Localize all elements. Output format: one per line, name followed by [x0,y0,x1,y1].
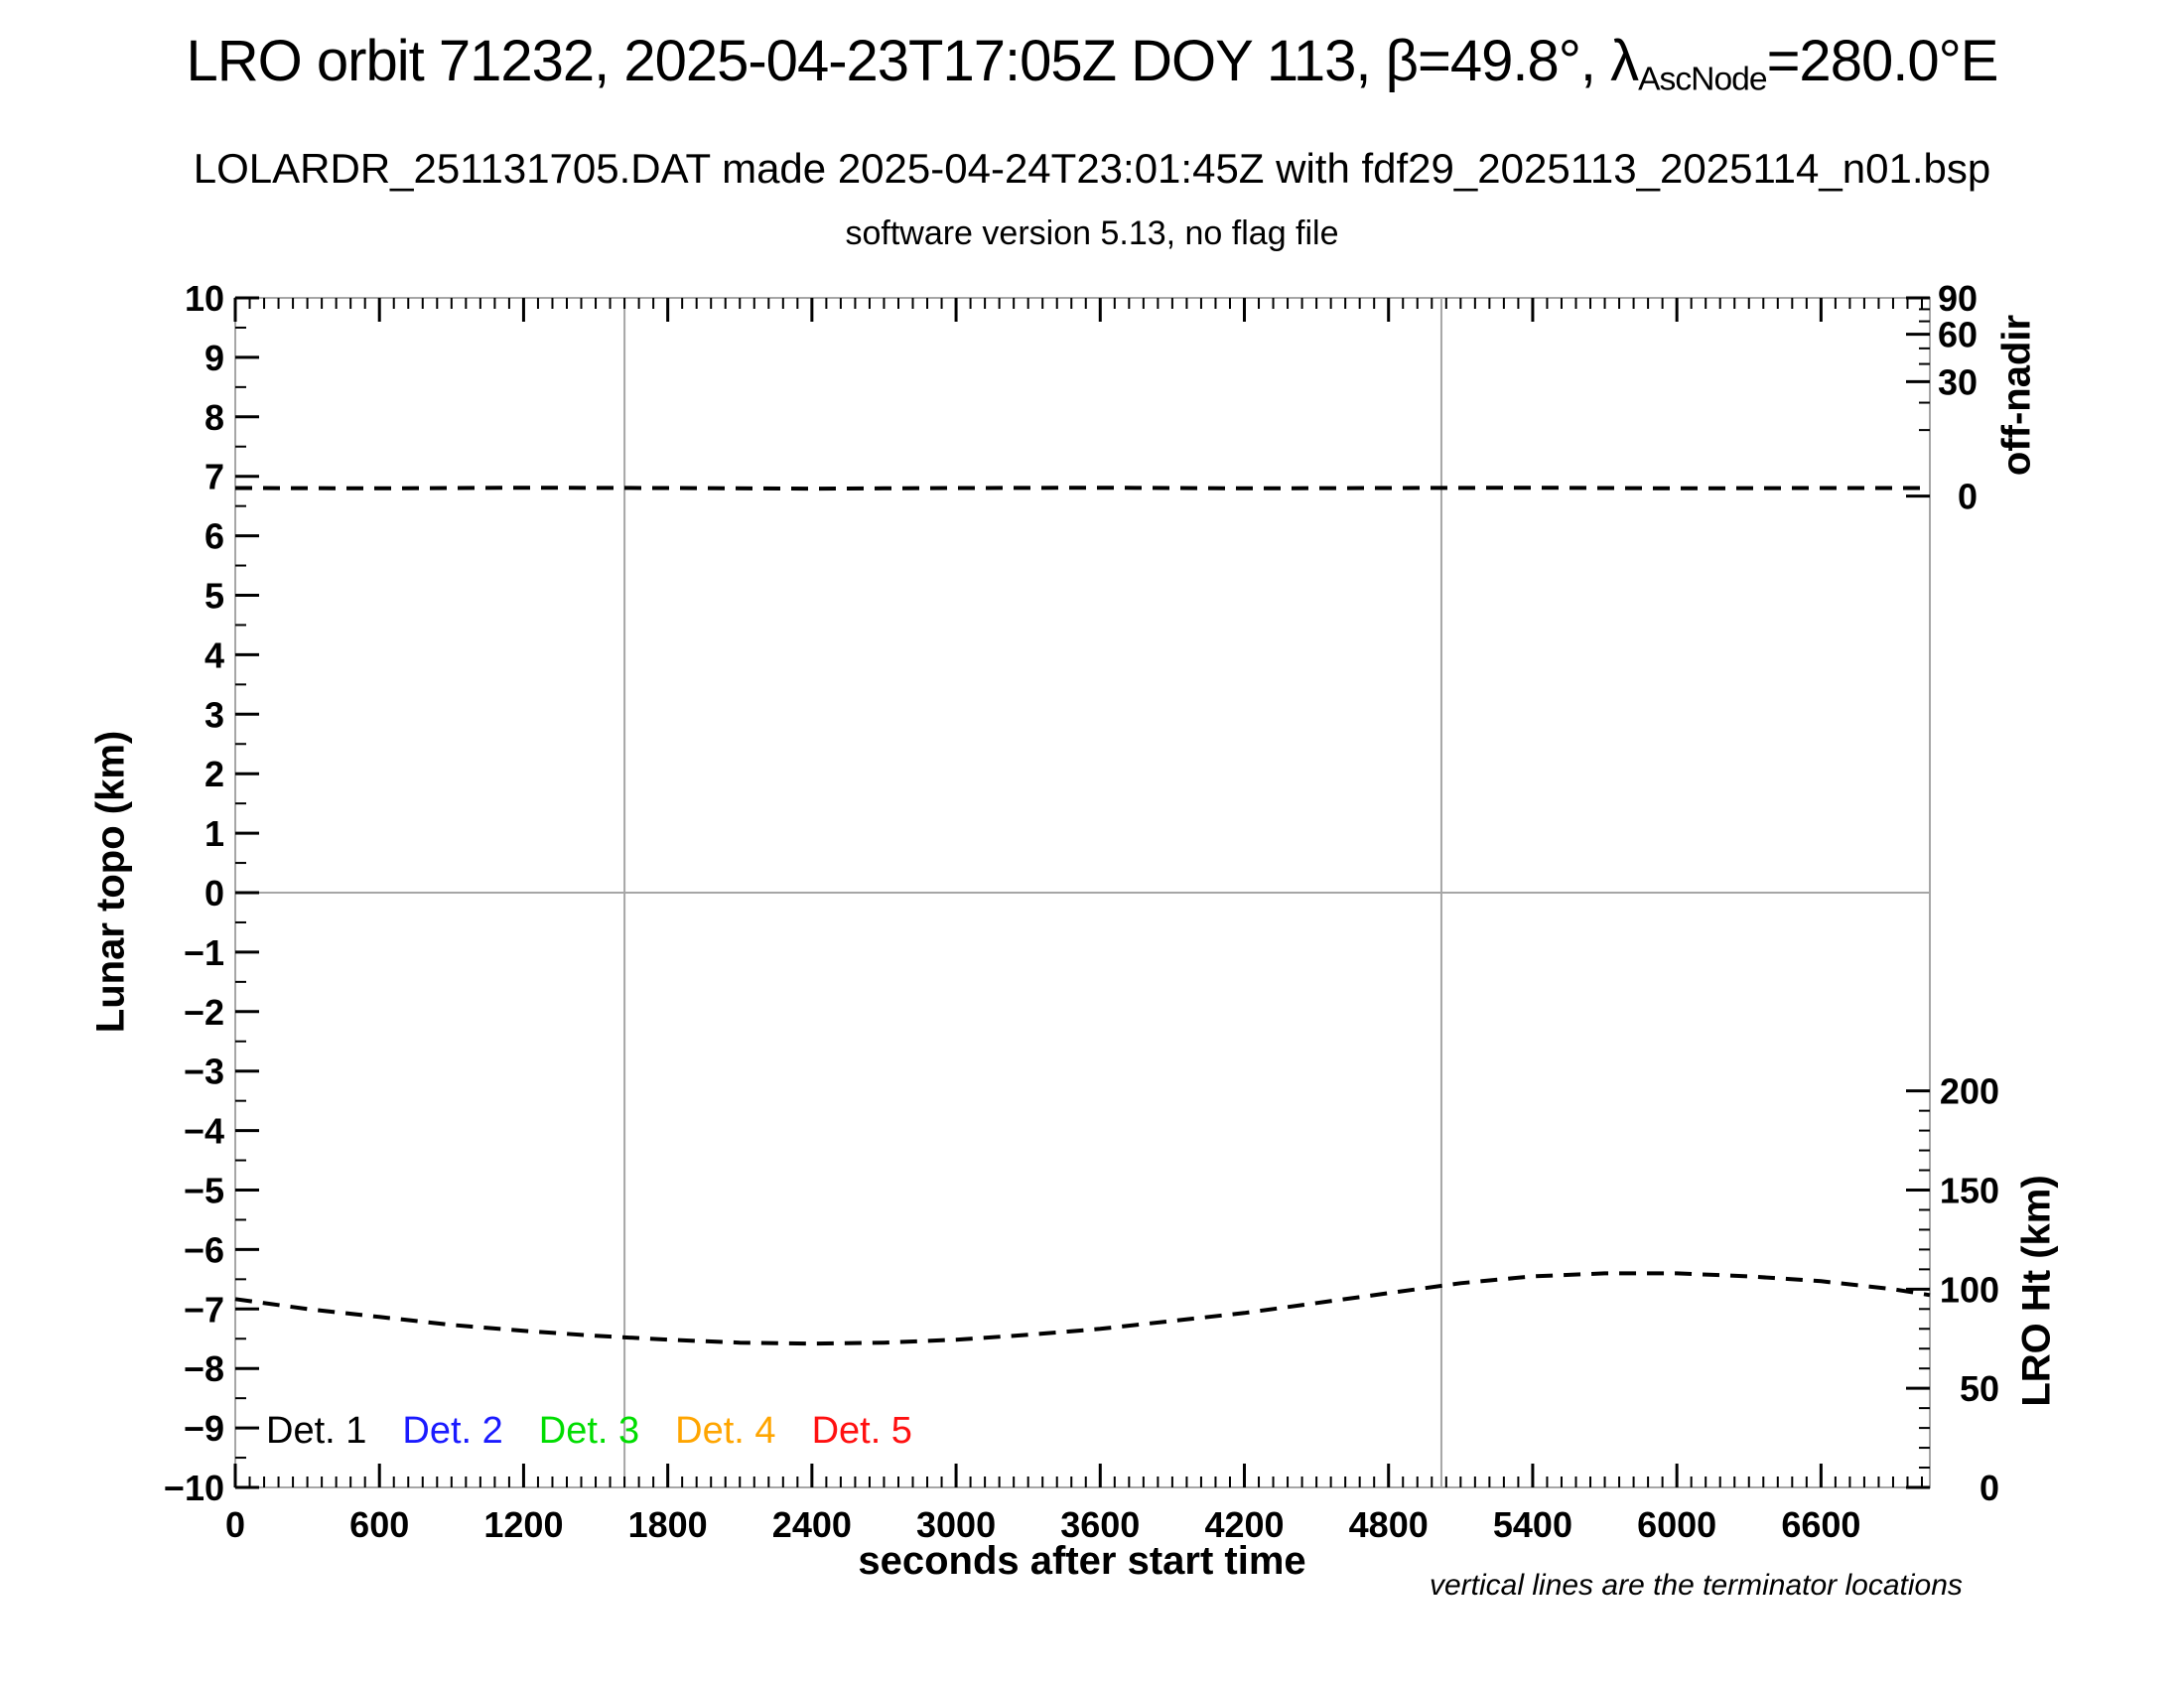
y-left-tick-label: −3 [184,1052,224,1092]
y-left-tick-label: 3 [205,694,224,735]
x-tick-label: 600 [349,1504,409,1545]
x-tick-label: 5400 [1493,1504,1572,1545]
off-nadir-tick-label: 90 [1938,278,1978,319]
lro-height-tick-label: 100 [1940,1269,1999,1310]
lro-height-tick-label: 0 [1979,1468,1999,1508]
x-tick-label: 6000 [1637,1504,1716,1545]
lro-height-tick-label: 150 [1940,1171,1999,1211]
y-left-tick-label: 5 [205,576,224,617]
y-axis-title-lro-height: LRO Ht (km) [2014,1175,2059,1407]
x-axis-title: seconds after start time [858,1539,1306,1583]
y-left-tick-label: 1 [205,813,224,854]
page-title: LRO orbit 71232, 2025-04-23T17:05Z DOY 1… [0,28,2184,98]
y-left-tick-label: −4 [184,1111,224,1152]
legend-det-1: Det. 1 [266,1410,367,1452]
title-main: LRO orbit 71232, 2025-04-23T17:05Z DOY 1… [186,29,1640,93]
legend-det-2: Det. 2 [402,1410,503,1452]
legend-det-5: Det. 5 [811,1410,912,1452]
y-left-tick-label: −9 [184,1408,224,1449]
lro-height-tick-label: 50 [1960,1368,1999,1409]
y-left-tick-label: 4 [205,634,224,675]
subtitle-filename: LOLARDR_251131705.DAT made 2025-04-24T23… [193,145,1991,192]
tick-labels: 0 600 1200 1800 2400 3000 3600 4200 4800 5400 6000… [164,278,1999,1545]
y-left-tick-label: 6 [205,516,224,557]
y-left-tick-label: −6 [184,1229,224,1270]
y-left-tick-label: 8 [205,397,224,438]
y-left-tick-label: 7 [205,457,224,497]
x-tick-label: 4200 [1204,1504,1284,1545]
series-offnadir-curve [234,486,1930,492]
subtitle-software-version: software version 5.13, no flag file [845,214,1339,252]
off-nadir-tick-label: 0 [1958,477,1978,517]
y-left-tick-label: −7 [184,1289,224,1330]
detector-legend: Det. 1 Det. 2 Det. 3 Det. 4 Det. 5 [266,1410,912,1453]
lro-height-tick-label: 200 [1940,1071,1999,1112]
y-left-tick-label: −10 [164,1468,224,1508]
x-tick-label: 6600 [1781,1504,1860,1545]
axis-ticks [233,296,1930,1489]
x-tick-label: 3600 [1060,1504,1140,1545]
legend-det-4: Det. 4 [675,1410,776,1452]
y-left-tick-label: −1 [184,932,224,973]
series-height-curve [234,1271,1931,1346]
y-left-tick-label: −5 [184,1171,224,1211]
y-left-tick-label: 2 [205,754,224,794]
x-tick-label: 3000 [916,1504,996,1545]
title-tail: =280.0°E [1766,29,1999,93]
legend-det-3: Det. 3 [538,1410,640,1452]
frame-and-gridlines [234,297,1931,1488]
y-left-tick-label: 10 [185,278,224,319]
y-axis-title-offnadir: off-nadir [1994,314,2039,477]
y-left-tick-label: 9 [205,338,224,378]
x-tick-label: 1200 [483,1504,563,1545]
x-tick-label: 1800 [628,1504,708,1545]
x-tick-label: 0 [225,1504,245,1545]
y-axis-title-left: Lunar topo (km) [88,730,133,1034]
x-tick-label: 4800 [1349,1504,1429,1545]
off-nadir-tick-label: 60 [1938,315,1978,355]
off-nadir-tick-label: 30 [1938,361,1978,402]
y-left-tick-label: −2 [184,992,224,1033]
y-left-tick-label: −8 [184,1348,224,1389]
x-tick-label: 2400 [772,1504,852,1545]
terminator-footnote: vertical lines are the terminator locati… [1430,1569,1963,1602]
y-left-tick-label: 0 [205,873,224,914]
title-subscript: AscNode [1638,61,1767,98]
